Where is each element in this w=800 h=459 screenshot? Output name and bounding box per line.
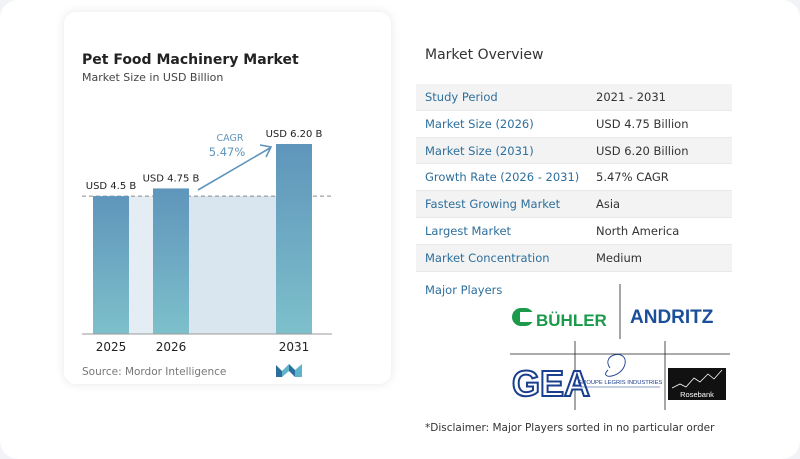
bar-chart: USD 4.5 B 2025 USD 4.75 B 2026 USD 6.20 B 203… [82,129,332,354]
chart-title: Pet Food Machinery Market [82,52,299,68]
mordor-logo-icon [276,364,302,377]
disclaimer: *Disclaimer: Major Players sorted in no … [425,422,715,434]
reference-band [189,196,276,334]
overview-row-value: 5.47% CAGR [596,170,669,185]
overview-row-value: Asia [596,197,621,212]
logo-text-gea: GEA [512,363,590,404]
overview-row-label: Growth Rate (2026 - 2031) [425,170,580,185]
category-label: 2031 [279,340,310,354]
cagr-label: CAGR [217,133,244,144]
logo-text-andritz: ANDRITZ [630,307,714,328]
overview-row: Market Size (2026) USD 4.75 Billion [416,111,732,138]
logo-text-buhler: BÜHLER [536,311,607,330]
overview-row-label: Market Size (2031) [425,143,534,158]
bar-value-label: USD 4.5 B [86,181,137,192]
overview-title: Market Overview [425,47,544,63]
overview-row-label: Fastest Growing Market [425,197,561,212]
overview-row: Fastest Growing Market Asia [416,191,732,218]
overview-table: Study Period 2021 - 2031 Market Size (2026… [416,84,732,272]
overview-row-value: Medium [596,250,642,265]
overview-row-value: USD 4.75 Billion [596,116,689,131]
chart-card: Pet Food Machinery Market Market Size in… [64,12,391,384]
overview-row: Growth Rate (2026 - 2031) 5.47% CAGR [416,164,732,192]
groupe-legris-logo: GROUPE LEGRIS INDUSTRIES [578,354,663,388]
overview-row: Market Size (2031) USD 6.20 Billion [416,137,732,165]
overview-row-label: Market Concentration [425,250,550,265]
cagr-arrow-line [197,147,271,191]
overview-row: Market Concentration Medium [416,244,732,272]
bar-value-label: USD 4.75 B [143,173,200,184]
logo-text-rosebank: Rosebank [680,390,714,399]
buhler-logo: BÜHLER [512,308,607,330]
overview-row-value: USD 6.20 Billion [596,143,689,158]
cagr-arrow-head [259,144,273,158]
overview-row-value: 2021 - 2031 [596,90,666,104]
bar-2026 [153,188,189,334]
overview-row-label: Study Period [425,90,498,104]
gea-logo: GEA [511,362,591,405]
andritz-logo: ANDRITZ [630,307,714,328]
category-label: 2026 [156,340,187,354]
cagr-value: 5.47% [209,145,246,159]
major-players-logos: BÜHLER ANDRITZ GEA GROUPE LEGRIS INDUSTR… [510,284,730,410]
bar-value-label: USD 6.20 B [266,129,323,140]
category-label: 2025 [96,340,127,354]
overview-row-value: North America [596,223,680,238]
bar-2025 [93,196,129,334]
reference-band-left [129,196,153,334]
logo-text-groupe-legris: GROUPE LEGRIS INDUSTRIES [578,380,663,386]
source-text: Source: Mordor Intelligence [82,366,227,378]
overview-row: Largest Market North America [416,218,732,245]
major-players-title: Major Players [425,283,503,297]
chart-subtitle: Market Size in USD Billion [82,71,224,84]
rosebank-logo: Rosebank [668,368,726,400]
overview-row: Study Period 2021 - 2031 [416,84,732,111]
overview-row-label: Largest Market [425,223,512,238]
overview-row-label: Market Size (2026) [425,116,534,131]
bar-2031 [276,144,312,334]
